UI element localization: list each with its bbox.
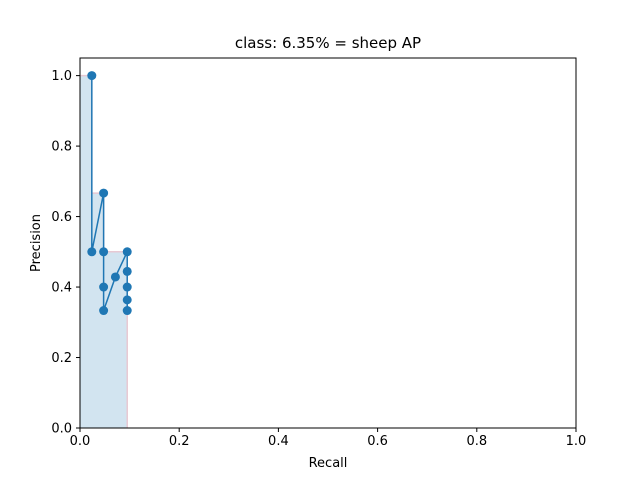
data-point <box>122 266 132 276</box>
x-tick-label: 0.8 <box>466 434 487 449</box>
plot-area <box>80 71 132 428</box>
data-point <box>87 247 97 257</box>
chart-title: class: 6.35% = sheep AP <box>235 34 421 52</box>
data-point <box>122 247 132 257</box>
data-point <box>122 306 132 316</box>
y-axis: 0.0 0.2 0.4 0.6 0.8 1.0 <box>51 69 80 437</box>
y-axis-label: Precision <box>29 214 44 272</box>
y-tick-label: 1.0 <box>51 69 72 84</box>
data-point <box>110 272 120 282</box>
y-tick-label: 0.6 <box>51 210 72 225</box>
y-tick-label: 0.8 <box>51 140 72 155</box>
data-point <box>87 71 97 81</box>
x-tick-label: 0.6 <box>367 434 388 449</box>
data-point <box>99 188 109 198</box>
data-point <box>122 295 132 305</box>
data-point <box>99 306 109 316</box>
x-tick-label: 1.0 <box>566 434 587 449</box>
y-tick-label: 0.0 <box>51 422 72 437</box>
x-axis-label: Recall <box>309 456 348 471</box>
x-tick-label: 0.4 <box>268 434 289 449</box>
data-point <box>122 282 132 292</box>
x-tick-label: 0.2 <box>169 434 190 449</box>
x-axis: 0.0 0.2 0.4 0.6 0.8 1.0 <box>70 428 587 449</box>
plot-frame <box>79 57 577 429</box>
data-point <box>99 282 109 292</box>
y-tick-label: 0.4 <box>51 281 72 296</box>
data-point <box>99 247 109 257</box>
x-tick-label: 0.0 <box>70 434 91 449</box>
y-tick-label: 0.2 <box>51 351 72 366</box>
